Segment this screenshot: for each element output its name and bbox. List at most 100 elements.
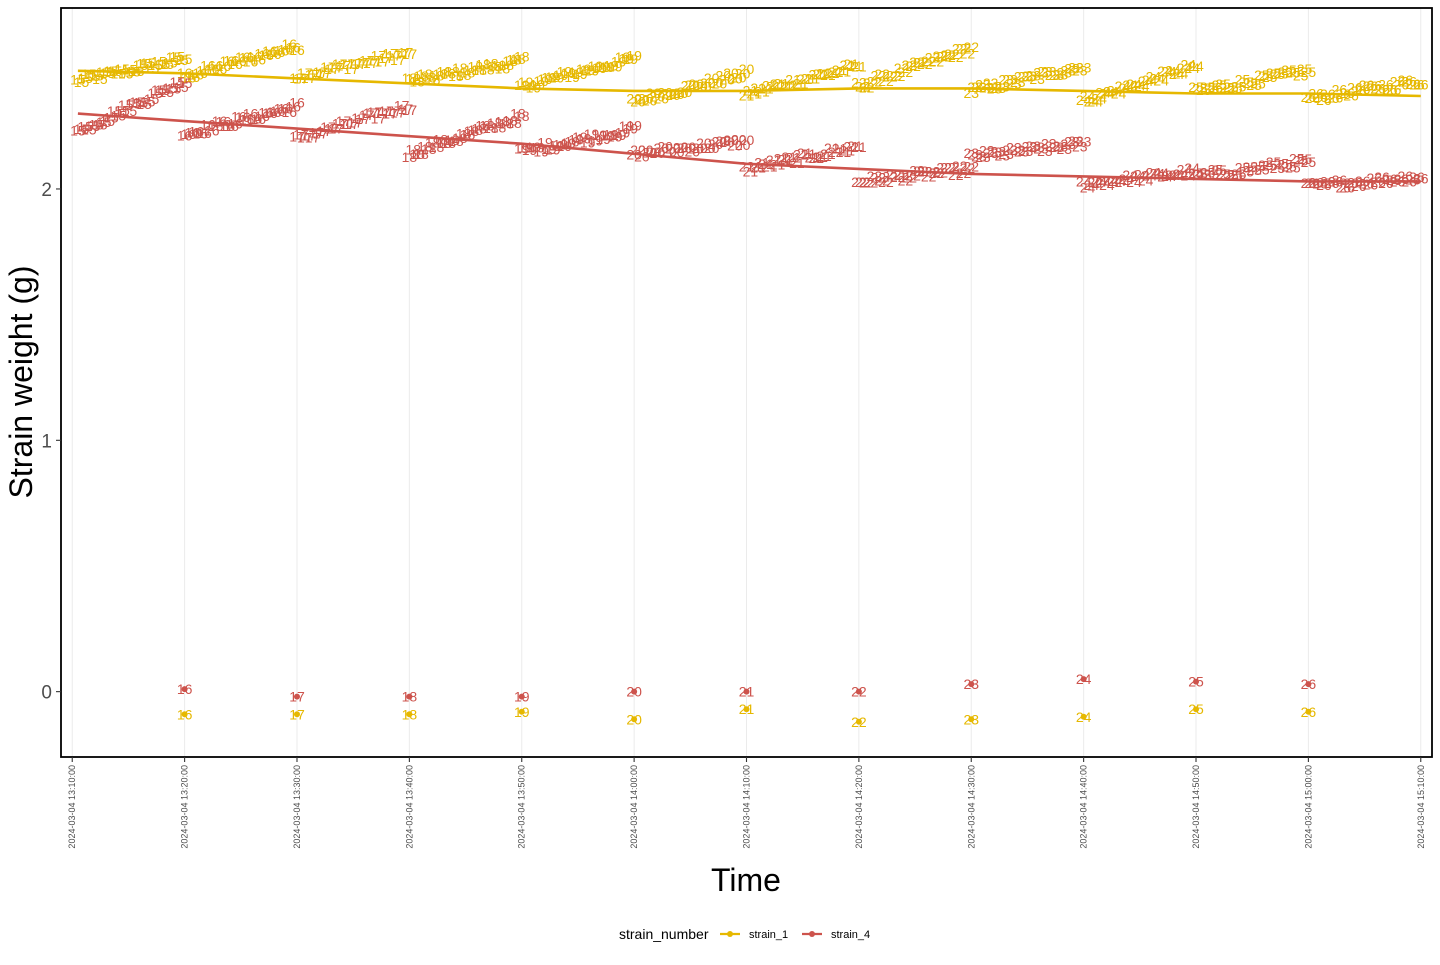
data-point-label: 24 (1095, 174, 1111, 190)
data-point-label: 15 (70, 72, 86, 88)
data-point-label: 26 (1339, 179, 1355, 195)
data-point-label: 18 (487, 115, 503, 131)
data-point-label: 26 (1370, 174, 1386, 190)
data-point-label: 16 (223, 118, 239, 134)
data-point-label: 19 (514, 689, 530, 705)
data-point-label: 16 (239, 112, 255, 128)
data-point-label: 15 (81, 66, 97, 82)
data-point-label: 26 (1320, 173, 1336, 189)
data-point-label: 20 (719, 71, 735, 87)
data-point-label: 18 (429, 67, 445, 83)
data-point-label: 18 (464, 62, 480, 78)
data-point-label: 18 (452, 60, 468, 76)
data-point-label: 23 (1076, 59, 1092, 75)
data-point-label: 25 (1188, 79, 1204, 95)
data-point-label: 21 (762, 78, 778, 94)
data-point-label: 21 (739, 158, 755, 174)
data-point-label: 26 (1316, 177, 1332, 193)
data-point-label: 26 (1409, 77, 1425, 93)
data-point (181, 711, 188, 718)
data-point-label: 17 (367, 52, 383, 68)
data-point-label: 26 (1355, 81, 1371, 97)
data-point-label: 22 (932, 164, 948, 180)
data-point-label: 20 (684, 143, 700, 159)
data-point-label: 26 (1324, 175, 1340, 191)
data-point-label: 20 (727, 138, 743, 154)
data-point-label: 21 (781, 78, 797, 94)
x-tick-label: 2024-03-04 14:50:00 (1191, 765, 1201, 849)
data-point-label: 21 (812, 149, 828, 165)
data-point-label: 15 (122, 61, 138, 77)
data-point-label: 18 (402, 689, 418, 705)
data-point-label: 17 (343, 61, 359, 77)
data-point-label: 17 (390, 52, 406, 68)
data-point-label: 18 (483, 120, 499, 136)
data-point-label: 24 (1107, 83, 1123, 99)
data-point-label: 19 (599, 59, 615, 75)
data-point-label: 19 (626, 117, 642, 133)
data-point-label: 24 (1184, 60, 1200, 76)
data-point-label: 21 (851, 139, 867, 155)
data-point-label: 18 (444, 64, 460, 80)
data-point-label: 15 (147, 85, 163, 101)
data-point-label: 21 (805, 149, 821, 165)
data-point-label: 19 (537, 135, 553, 151)
data-point (518, 708, 525, 715)
data-point-label: 20 (638, 90, 654, 106)
data-point-label: 22 (882, 68, 898, 84)
data-point-label: 22 (859, 79, 875, 95)
data-point-label: 17 (367, 104, 383, 120)
data-point-label: 16 (177, 706, 193, 722)
data-point-label: 25 (1254, 67, 1270, 83)
data-point-label: 19 (572, 66, 588, 82)
data-point-label: 25 (1204, 166, 1220, 182)
data-point-label: 17 (312, 64, 328, 80)
data-point-label: 15 (70, 122, 86, 138)
data-point-label: 18 (444, 132, 460, 148)
data-point-label: 19 (533, 73, 549, 89)
data-point-label: 19 (514, 77, 530, 93)
data-point-label: 26 (1374, 81, 1390, 97)
data-point-label: 24 (1177, 60, 1193, 76)
data-point-label: 23 (971, 149, 987, 165)
data-point-label: 21 (750, 159, 766, 175)
data-point (1080, 713, 1087, 720)
data-point-label: 17 (320, 59, 336, 75)
data-point-label: 21 (843, 56, 859, 72)
data-point-label: 19 (545, 69, 561, 85)
data-point-label: 15 (166, 49, 182, 65)
data-point-label: 20 (669, 86, 685, 102)
data-point-label: 22 (851, 174, 867, 190)
data-point-label: 23 (979, 142, 995, 158)
data-point-label: 15 (158, 84, 174, 100)
data-point-label: 23 (1060, 63, 1076, 79)
data-point-label: 26 (1386, 172, 1402, 188)
data-point-label: 16 (204, 123, 220, 139)
data-point-label: 22 (890, 68, 906, 84)
data-point-label: 23 (1045, 138, 1061, 154)
data-point-label: 26 (1366, 78, 1382, 94)
data-point-label: 20 (657, 84, 673, 100)
data-point-label: 17 (371, 110, 387, 126)
data-point-label: 17 (390, 105, 406, 121)
data-point-label: 24 (1169, 66, 1185, 82)
data-point-label: 23 (983, 75, 999, 91)
data-point-label: 16 (227, 116, 243, 132)
data-point-label: 19 (603, 57, 619, 73)
data-point-label: 18 (460, 65, 476, 81)
data-point-label: 21 (743, 163, 759, 179)
data-point-label: 23 (998, 146, 1014, 162)
data-point-label: 25 (1258, 68, 1274, 84)
data-point-label: 22 (901, 169, 917, 185)
data-point-label: 24 (1146, 69, 1162, 85)
data-point-label: 18 (464, 123, 480, 139)
data-point-label: 18 (498, 115, 514, 131)
data-point-label: 16 (247, 48, 263, 64)
data-point-label: 23 (1033, 140, 1049, 156)
data-point-label: 16 (281, 36, 297, 52)
data-point-label: 16 (185, 124, 201, 140)
data-point-label: 22 (886, 167, 902, 183)
data-point-label: 23 (1002, 72, 1018, 88)
data-point-label: 25 (1192, 81, 1208, 97)
data-point-label: 15 (103, 63, 119, 79)
